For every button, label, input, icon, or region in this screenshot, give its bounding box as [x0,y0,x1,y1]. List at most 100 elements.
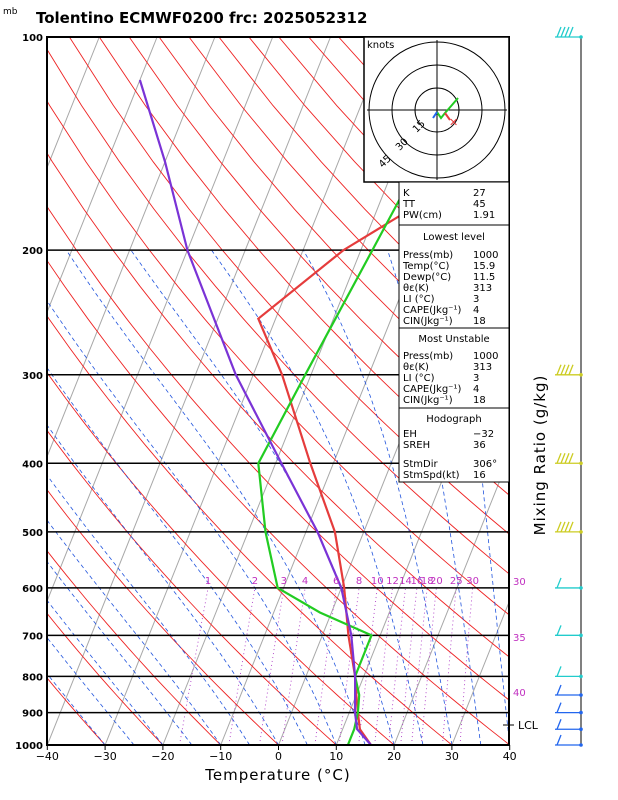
lowest-row-value: 4 [473,305,479,316]
pressure-tick-label: 800 [22,672,43,683]
x-tick-label: −40 [36,750,59,763]
wind-barb-feather [556,702,562,713]
lowest-row-value: 11.5 [473,272,495,283]
wind-barb-feather [560,26,566,38]
moist-adiabat [47,599,164,745]
dry-adiabat [47,677,106,745]
dry-adiabat [128,37,509,458]
dewpoint-profile [257,37,488,745]
pressure-tick-label: 200 [22,246,43,257]
pressure-tick-label: 400 [22,459,43,470]
wind-barb-dot [579,743,583,747]
pressure-tick-label: 900 [22,709,43,720]
wind-barb-feather [556,734,562,746]
side-number-35: 35 [513,633,526,644]
unstable-row-label: CIN(Jkg⁻¹) [403,395,453,406]
wind-barb-feather [568,521,574,533]
mixing-ratio-label: 2 [252,576,258,587]
dry-adiabat [47,48,509,575]
wind-barb-dot [579,530,583,534]
index-pwcm-label: PW(cm) [403,210,442,221]
storm-motion-marker: ✕ [449,116,458,129]
dry-adiabat [47,429,337,745]
unstable-row-label: CAPE(Jkg⁻¹) [403,384,461,395]
moist-adiabat [47,560,193,745]
hodograph-stats-heading: Hodograph [426,414,481,425]
mixing-ratio-line [281,587,306,745]
mixing-ratio-label: 3 [281,576,287,587]
mixing-ratio-label: 30 [466,576,479,587]
moist-adiabat [211,249,424,745]
lowest-row-value: 1000 [473,250,498,261]
wind-barb-feather [556,453,562,464]
moist-adiabat [387,249,482,745]
mixing-ratio-label: 20 [430,576,443,587]
pressure-tick-label: 700 [22,631,43,642]
hodograph: knots 15 30 45 ✕ [363,36,510,183]
x-axis-label: Temperature (°C) [204,766,350,784]
lowest-row-value: 18 [473,316,486,327]
wind-barb-dot [579,710,583,715]
mixing-ratio-line [259,587,285,745]
x-tick-label: −30 [93,750,116,763]
moist-adiabat [47,519,222,745]
hodo-row-value: 36 [473,440,486,451]
wind-barb-dot [579,373,583,377]
dry-adiabat [47,315,453,745]
unstable-row-value: 3 [473,373,479,384]
hodograph-trace-red [444,112,451,121]
lowest-row-value: 15.9 [473,261,495,272]
pressure-tick-label: 300 [22,371,43,382]
dry-adiabat [47,259,509,745]
pressure-tick-label: 1000 [15,741,43,752]
index-tt-value: 45 [473,199,486,210]
pressure-tick-label: 600 [22,584,43,595]
dry-adiabat [98,37,509,496]
lowest-row-label: CIN(Jkg⁻¹) [403,316,453,327]
isotherm-line [510,37,618,745]
wind-barb-feather [556,26,562,38]
wind-barb-feather [564,364,570,376]
lowest-row-label: Dewp(°C) [403,272,451,283]
dry-adiabat [47,205,509,701]
index-table: K 27 TT 45 PW(cm) 1.91 Lowest level Press(mb) 10… [398,181,510,483]
unstable-row-value: 313 [473,362,492,373]
lowest-row-label: LI (°C) [403,294,435,305]
mixing-ratio-label: 14 [399,576,412,587]
dry-adiabat [47,489,279,745]
mixing-ratio-label: 4 [302,576,308,587]
x-axis-ticks: −40 −30 −20 −10 0 10 20 30 40 [36,745,517,763]
dry-adiabat [47,371,395,745]
mixing-ratio-label: 8 [356,576,362,587]
hodo-row-value: −32 [473,429,494,440]
x-tick-label: 30 [445,750,459,763]
side-number-30: 30 [513,577,526,588]
wind-barb-feather [564,453,570,464]
wind-barb-feather [564,26,570,38]
lowest-row-value: 3 [473,294,479,305]
wind-barb-feather [568,26,574,38]
dry-adiabat [47,152,509,658]
mixing-ratio-label: 12 [386,576,399,587]
index-pwcm-value: 1.91 [473,210,495,221]
mixing-ratio-label: 16 [411,576,424,587]
lowest-row-label: Press(mb) [403,250,453,261]
unstable-row-value: 1000 [473,351,498,362]
wind-barb-feather [556,521,562,533]
wind-barb-feather [556,577,562,589]
hodograph-unit-label: knots [367,40,394,51]
wind-barb-dot [579,586,583,590]
unstable-row-value: 18 [473,395,486,406]
isotherm-line [47,37,158,314]
moist-adiabat [47,424,279,745]
wind-barb-feather [560,521,566,533]
x-tick-label: −10 [209,750,232,763]
wind-barb-dot [579,35,583,39]
wind-barbs [555,26,583,747]
moist-adiabat [130,249,395,745]
wind-barb-feather [556,718,562,730]
dry-adiabat [69,37,509,535]
hodo-row-value: 306° [473,459,497,470]
index-k-value: 27 [473,188,486,199]
